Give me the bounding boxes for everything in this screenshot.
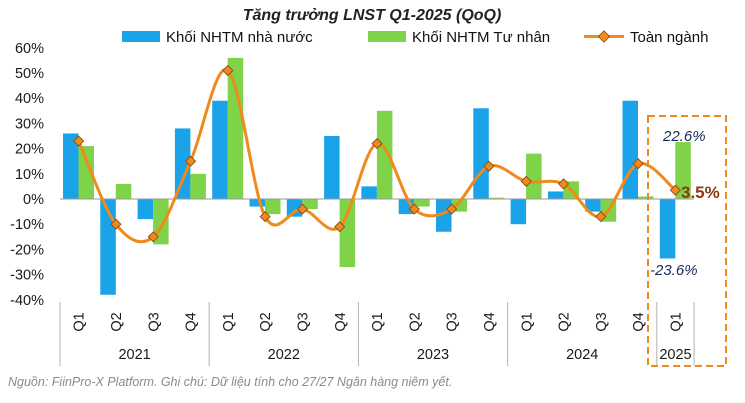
bar-private-7 [339, 199, 356, 268]
total-line [73, 64, 682, 244]
annotation-state-2025q1: -23.6% [650, 262, 698, 279]
highlight-box-2025q1 [647, 115, 727, 367]
x-tick-label: Q2 [258, 312, 274, 331]
bar-state-8 [361, 186, 377, 199]
bar-state-12 [510, 199, 527, 225]
x-tick-label: Q2 [407, 312, 423, 331]
x-tick-label: Q2 [557, 312, 573, 331]
y-tick-label: -30% [10, 268, 44, 284]
legend-swatch-state [122, 31, 160, 42]
bar-private-6 [302, 199, 318, 210]
bar-state-0 [63, 133, 79, 199]
bar-state-16 [659, 199, 676, 259]
x-axis: Q1 Q2 Q3 Q4 Q1 Q2 Q3 Q4 Q1 Q2 Q3 Q4 Q1 Q2 Q3 Q4 Q1 2021 20… [59, 302, 695, 366]
y-tick-label: 60% [15, 41, 44, 57]
annotation-private-2025q1: 22.6% [662, 128, 706, 145]
annotation-total-2025q1: 3.5% [681, 183, 720, 202]
y-tick-label: 0% [23, 192, 44, 208]
y-tick-label: 20% [15, 142, 44, 158]
total-marker-11 [483, 160, 495, 172]
total-marker-13 [557, 178, 570, 190]
y-axis: -40% -30% -20% -10% 0% 10% 20% 30% 40% 50% 60% [10, 41, 44, 309]
total-marker-10 [446, 203, 458, 215]
bar-private-11 [488, 197, 505, 199]
total-marker-8 [371, 137, 383, 150]
bar-private-0 [78, 146, 94, 199]
bar-private-3 [190, 173, 206, 199]
total-marker-4 [222, 64, 234, 77]
x-tick-label: Q1 [370, 312, 386, 331]
bar-state-4 [212, 100, 228, 199]
legend-label-total: Toàn ngành [630, 29, 708, 46]
x-tick-label: Q1 [72, 312, 88, 331]
x-tick-label: Q3 [445, 312, 461, 331]
bar-state-7 [324, 136, 340, 199]
y-tick-label: 40% [15, 91, 44, 107]
total-marker-14 [595, 211, 607, 223]
total-marker-0 [73, 135, 85, 147]
x-tick-label: Q1 [221, 312, 237, 331]
bar-private-5 [265, 199, 281, 215]
total-marker-12 [520, 175, 532, 187]
year-label: 2022 [268, 347, 300, 363]
x-tick-label: Q3 [295, 312, 311, 331]
bar-state-2 [137, 199, 154, 220]
y-tick-label: -20% [10, 242, 44, 258]
total-marker-15 [632, 158, 644, 170]
total-marker-5 [259, 211, 271, 223]
legend-label-state: Khối NHTM nhà nước [166, 29, 313, 46]
bar-state-3 [174, 128, 191, 199]
x-tick-label: Q1 [519, 312, 535, 331]
bar-private-4 [227, 57, 244, 199]
legend-swatch-private [368, 31, 406, 42]
bar-state-5 [249, 199, 265, 207]
year-label: 2025 [659, 347, 691, 363]
total-marker-3 [184, 155, 197, 167]
source-note: Nguồn: FiinPro-X Platform. Ghi chú: Dữ l… [8, 375, 452, 389]
y-tick-label: -10% [10, 217, 44, 233]
total-marker-9 [408, 203, 420, 215]
x-tick-label: Q2 [109, 312, 125, 331]
bar-private-8 [376, 110, 393, 199]
bar-private-16 [675, 142, 691, 199]
year-label: 2024 [566, 347, 598, 363]
y-tick-label: 50% [15, 66, 44, 82]
y-tick-label: -40% [10, 293, 44, 309]
bar-state-6 [286, 199, 303, 217]
total-marker-7 [334, 221, 346, 233]
x-tick-label: Q1 [668, 312, 684, 331]
bar-private-9 [414, 199, 430, 207]
x-tick-label: Q4 [482, 312, 498, 331]
total-marker-1 [110, 218, 122, 230]
total-marker-2 [147, 231, 159, 243]
x-tick-label: Q4 [333, 312, 349, 331]
year-label: 2021 [118, 347, 150, 363]
bars [60, 57, 695, 295]
x-tick-label: Q4 [184, 312, 200, 331]
legend-label-private: Khối NHTM Tư nhân [412, 29, 550, 46]
bar-state-15 [622, 100, 638, 199]
legend-marker-total [597, 30, 611, 43]
legend: Khối NHTM nhà nước Khối NHTM Tư nhân Toà… [122, 29, 708, 46]
bar-private-15 [638, 196, 654, 199]
bar-state-13 [547, 191, 564, 199]
y-tick-label: 10% [15, 167, 44, 183]
y-tick-label: 30% [15, 116, 44, 132]
bar-private-1 [115, 183, 132, 199]
x-tick-label: Q3 [594, 312, 610, 331]
bar-state-11 [473, 108, 489, 199]
total-marker-6 [296, 203, 309, 215]
x-tick-label: Q4 [631, 312, 647, 331]
year-label: 2023 [417, 347, 449, 363]
bar-state-14 [585, 199, 601, 212]
total-marker-16 [669, 184, 682, 196]
x-tick-label: Q3 [146, 312, 162, 331]
bar-state-10 [436, 199, 452, 232]
chart-title: Tăng trưởng LNST Q1-2025 (QoQ) [243, 7, 502, 24]
bar-private-12 [526, 153, 542, 199]
